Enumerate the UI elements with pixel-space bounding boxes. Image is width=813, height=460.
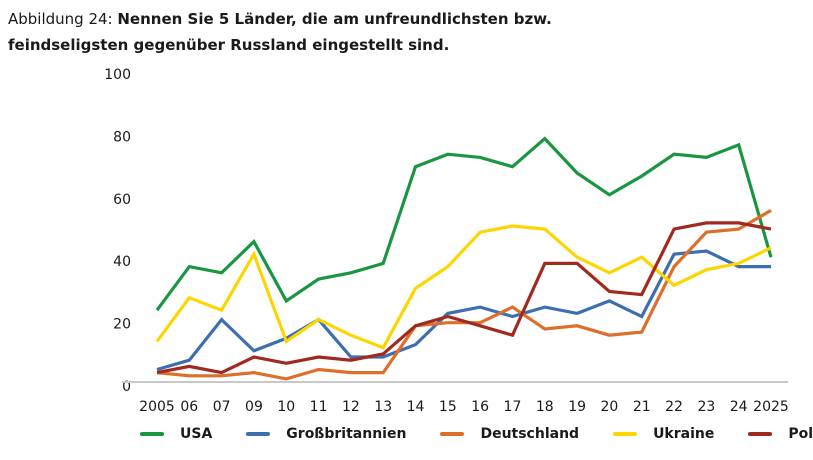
x-axis: 2005 06 07 09 10 11 12 13 14 15 16 17 18 19 20 21 22 23 24… [139, 399, 789, 415]
x-tick-label: 17 [504, 399, 522, 415]
x-tick-label: 2005 [139, 399, 175, 415]
x-tick-label: 11 [310, 399, 328, 415]
legend-item: USA [140, 426, 212, 442]
x-tick-label: 13 [374, 399, 392, 415]
legend-swatch [748, 432, 773, 436]
x-tick-label: 07 [213, 399, 231, 415]
series-lines [155, 136, 773, 381]
y-tick-label: 0 [122, 379, 131, 395]
y-tick-label: 40 [113, 254, 131, 270]
x-tick-label: 15 [439, 399, 457, 415]
legend-item: Ukraine [613, 426, 714, 442]
y-axis: 0 20 40 60 80 100 [104, 67, 131, 395]
legend-label: Großbritannien [286, 426, 407, 442]
figure-question-line-2: feindseligsten gegenüber Russland einges… [8, 36, 450, 54]
legend-swatch [140, 432, 164, 436]
x-tick-label: 14 [407, 399, 425, 415]
x-tick-label: 22 [665, 399, 683, 415]
legend-swatch [613, 432, 638, 436]
x-tick-label: 10 [277, 399, 295, 415]
x-tick-label: 12 [342, 399, 360, 415]
legend-item: Deutschland [440, 426, 579, 442]
line-chart: 0 20 40 60 80 100 2005 06 07 09 10 11 12 13 14 15 16 17 1… [104, 67, 789, 415]
series-line-ukraine [155, 224, 772, 350]
y-tick-label: 20 [113, 317, 131, 333]
legend-label: USA [180, 426, 213, 442]
x-tick-label: 06 [180, 399, 198, 415]
figure-question-line-1: Nennen Sie 5 Länder, die am unfreundlich… [117, 10, 552, 28]
x-tick-label: 16 [471, 399, 489, 415]
figure-title: Abbildung 24: Nennen Sie 5 Länder, die a… [8, 6, 808, 58]
legend-item: Polen [748, 426, 813, 442]
x-tick-label: 09 [245, 399, 263, 415]
legend-item: Großbritannien [246, 426, 406, 442]
x-tick-label: 20 [601, 399, 619, 415]
legend-swatch [440, 432, 465, 436]
series-line-usa [155, 136, 773, 312]
series-line-polen [156, 221, 772, 375]
y-tick-label: 60 [113, 192, 131, 208]
series-line-grossbritannien [156, 249, 771, 372]
y-tick-label: 80 [113, 129, 131, 145]
figure-number: Abbildung 24: [8, 10, 118, 28]
y-tick-label: 100 [104, 67, 131, 83]
legend-label: Ukraine [653, 426, 715, 442]
legend-label: Polen [788, 426, 813, 442]
x-tick-label: 21 [633, 399, 651, 415]
x-tick-label: 2025 [753, 399, 789, 415]
x-tick-label: 19 [568, 399, 586, 415]
x-tick-label: 23 [697, 399, 715, 415]
legend-label: Deutschland [480, 426, 580, 442]
x-tick-label: 24 [730, 399, 748, 415]
x-tick-label: 18 [536, 399, 554, 415]
series-line-deutschland [156, 209, 772, 381]
legend: USA Großbritannien Deutschland Ukraine Polen [140, 426, 813, 442]
legend-swatch [246, 432, 271, 436]
